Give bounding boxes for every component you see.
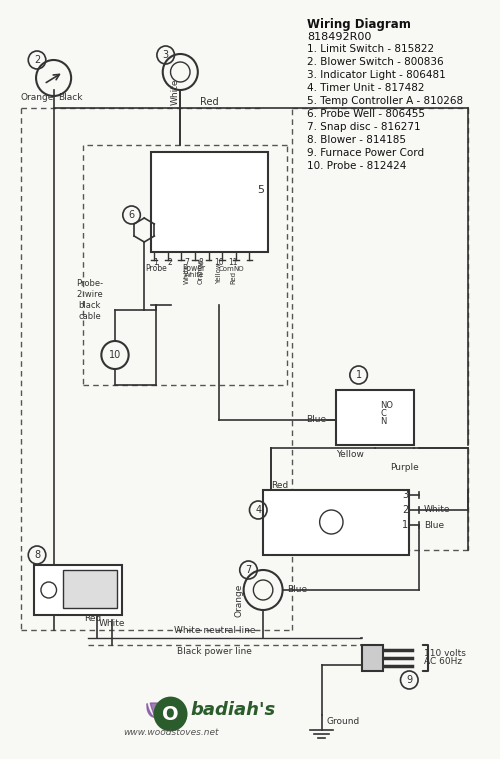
Text: 8: 8 xyxy=(198,258,203,267)
Text: 3: 3 xyxy=(162,50,168,60)
Text: 7: 7 xyxy=(184,258,190,267)
Text: 2: 2 xyxy=(402,505,408,515)
Text: Red: Red xyxy=(230,271,236,284)
Text: N: N xyxy=(380,417,386,426)
FancyBboxPatch shape xyxy=(362,645,383,671)
Text: badiah's: badiah's xyxy=(190,701,276,719)
Text: 8. Blower - 814185: 8. Blower - 814185 xyxy=(307,135,406,145)
Text: 4. Timer Unit - 817482: 4. Timer Unit - 817482 xyxy=(307,83,424,93)
Text: Blue: Blue xyxy=(424,521,444,530)
FancyBboxPatch shape xyxy=(151,152,268,252)
Text: Probe-
2 wire
black
cable: Probe- 2 wire black cable xyxy=(76,279,103,321)
Text: Blue: Blue xyxy=(288,585,308,594)
Text: 10: 10 xyxy=(109,350,121,360)
Text: 10. Probe - 812424: 10. Probe - 812424 xyxy=(307,161,406,171)
Text: 3: 3 xyxy=(402,490,408,500)
Text: 6: 6 xyxy=(128,210,134,220)
Text: Orange: Orange xyxy=(234,584,244,616)
Text: 9: 9 xyxy=(406,675,412,685)
Text: White: White xyxy=(170,79,179,106)
Text: Yellow: Yellow xyxy=(336,450,364,459)
Text: 6. Probe Well - 806455: 6. Probe Well - 806455 xyxy=(307,109,425,119)
Text: Red: Red xyxy=(271,481,288,490)
Text: 11: 11 xyxy=(228,258,237,267)
Text: White neutral line: White neutral line xyxy=(174,626,255,635)
Text: 1: 1 xyxy=(154,258,158,267)
Text: 1: 1 xyxy=(402,520,408,530)
Text: C: C xyxy=(380,409,386,418)
Text: 5. Temp Controller A - 810268: 5. Temp Controller A - 810268 xyxy=(307,96,463,106)
Text: 818492R00: 818492R00 xyxy=(307,32,372,42)
Text: 1: 1 xyxy=(356,370,362,380)
Text: Power: Power xyxy=(182,264,206,273)
Text: Blue: Blue xyxy=(306,415,326,424)
Text: Black: Black xyxy=(58,93,82,102)
Text: Black power line: Black power line xyxy=(177,647,252,656)
FancyBboxPatch shape xyxy=(64,570,117,608)
Text: White: White xyxy=(184,272,204,278)
Text: Orange: Orange xyxy=(198,258,203,284)
Text: 9. Furnace Power Cord: 9. Furnace Power Cord xyxy=(307,148,424,158)
Text: Purple: Purple xyxy=(390,463,419,472)
Polygon shape xyxy=(147,703,158,717)
Text: AC 60Hz: AC 60Hz xyxy=(424,657,462,666)
Text: 2: 2 xyxy=(34,55,40,65)
Text: 8: 8 xyxy=(34,550,40,560)
Text: 110 volts: 110 volts xyxy=(424,648,466,657)
Text: NO: NO xyxy=(234,266,244,272)
FancyBboxPatch shape xyxy=(34,565,122,615)
Text: 2: 2 xyxy=(167,258,172,267)
Text: 4: 4 xyxy=(255,505,262,515)
Text: www.woodstoves.net: www.woodstoves.net xyxy=(123,728,218,737)
Text: Yellow: Yellow xyxy=(216,263,222,284)
Circle shape xyxy=(155,698,186,730)
Text: 1. Limit Switch - 815822: 1. Limit Switch - 815822 xyxy=(307,44,434,54)
Text: Com: Com xyxy=(218,266,234,272)
Text: Probe: Probe xyxy=(145,264,167,273)
Text: Orange: Orange xyxy=(20,93,54,102)
Text: Red: Red xyxy=(84,614,101,623)
Text: 5: 5 xyxy=(258,185,264,195)
Text: Ground: Ground xyxy=(326,717,360,726)
Text: Wiring Diagram: Wiring Diagram xyxy=(307,18,411,31)
Text: 7: 7 xyxy=(246,565,252,575)
Text: White: White xyxy=(184,263,190,284)
FancyBboxPatch shape xyxy=(336,390,414,445)
FancyBboxPatch shape xyxy=(263,490,410,555)
Text: White: White xyxy=(424,505,450,515)
Text: NO: NO xyxy=(380,401,393,410)
Text: White: White xyxy=(99,619,126,628)
Text: Red: Red xyxy=(200,97,219,107)
Text: 7. Snap disc - 816271: 7. Snap disc - 816271 xyxy=(307,122,420,132)
Text: 10: 10 xyxy=(214,258,224,267)
Text: 3. Indicator Light - 806481: 3. Indicator Light - 806481 xyxy=(307,70,446,80)
Text: O: O xyxy=(162,704,179,723)
Text: 2. Blower Switch - 800836: 2. Blower Switch - 800836 xyxy=(307,57,444,67)
